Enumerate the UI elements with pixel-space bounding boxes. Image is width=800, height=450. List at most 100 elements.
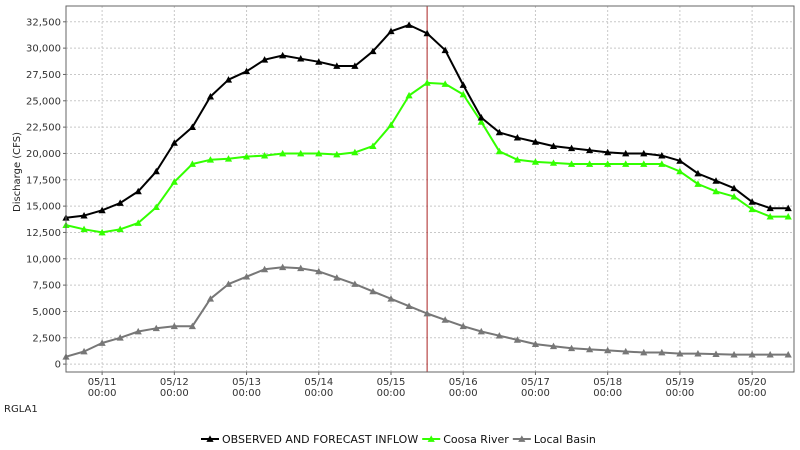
y-tick-label: 0: [55, 360, 61, 371]
x-tick-time-label: 00:00: [160, 388, 189, 399]
data-point: [748, 198, 756, 205]
legend-item: OBSERVED AND FORECAST INFLOW: [201, 433, 418, 446]
data-point: [567, 144, 576, 152]
data-point: [567, 344, 576, 352]
data-point: [351, 148, 359, 156]
data-point: [80, 225, 88, 233]
x-tick-time-label: 00:00: [521, 388, 550, 399]
data-point: [279, 149, 287, 157]
data-point: [586, 345, 594, 353]
data-point: [748, 351, 756, 358]
data-point: [640, 160, 648, 167]
x-tick-date-label: 05/11: [88, 377, 117, 388]
y-tick-label: 20,000: [26, 149, 61, 160]
y-tick-label: 25,000: [26, 96, 61, 107]
data-point: [784, 213, 792, 220]
data-point: [297, 55, 305, 62]
x-tick-date-label: 05/20: [738, 377, 767, 388]
series-observed-and-forecast-inflow: [62, 21, 792, 221]
data-point: [531, 158, 540, 165]
legend: OBSERVED AND FORECAST INFLOW Coosa River L…: [201, 433, 596, 446]
data-point: [279, 51, 287, 59]
data-point: [351, 280, 359, 287]
data-point: [531, 340, 540, 347]
data-point: [784, 351, 792, 358]
data-point: [712, 350, 720, 357]
y-tick-label: 17,500: [26, 175, 61, 186]
series-coosa-river: [62, 79, 792, 236]
data-point: [477, 327, 485, 335]
data-point: [405, 21, 413, 28]
x-axis: 05/1100:0005/1200:0005/1300:0005/1400:00…: [88, 372, 767, 399]
legend-marker: [427, 435, 435, 442]
data-point: [333, 150, 341, 158]
data-point: [152, 324, 160, 332]
data-point: [152, 167, 160, 175]
y-tick-label: 10,000: [26, 254, 61, 265]
x-tick-time-label: 00:00: [304, 388, 333, 399]
data-point: [369, 287, 377, 295]
data-point: [170, 139, 178, 146]
grid-lines: [66, 6, 794, 372]
x-tick-time-label: 00:00: [377, 388, 406, 399]
x-tick-time-label: 00:00: [449, 388, 478, 399]
data-point: [206, 156, 215, 163]
legend-label: Coosa River: [443, 433, 509, 446]
data-point: [586, 160, 594, 167]
plot-border: [65, 5, 795, 373]
data-point: [604, 148, 612, 156]
data-point: [477, 114, 485, 121]
data-point: [712, 177, 720, 184]
x-tick-date-label: 05/15: [377, 377, 406, 388]
data-point: [98, 206, 106, 214]
data-point: [676, 349, 684, 357]
data-point: [387, 295, 395, 302]
y-tick-label: 32,500: [26, 17, 61, 28]
data-point: [188, 123, 196, 131]
data-point: [730, 184, 738, 192]
y-axis: 0 2,500 5,000 7,500 10,000 12,500 15,000 17,500…: [26, 17, 66, 371]
x-tick-time-label: 00:00: [88, 388, 117, 399]
x-tick-time-label: 00:00: [232, 388, 261, 399]
x-tick-time-label: 00:00: [593, 388, 622, 399]
x-tick-time-label: 00:00: [738, 388, 767, 399]
data-point: [712, 187, 720, 195]
data-point: [116, 225, 124, 233]
data-point: [766, 204, 774, 212]
data-point: [640, 348, 648, 356]
data-point: [513, 336, 521, 343]
data-point: [206, 295, 215, 302]
data-point: [495, 128, 503, 136]
data-point: [784, 204, 792, 212]
data-point: [513, 156, 521, 163]
y-axis-title: Discharge (CFS): [12, 132, 23, 212]
data-point: [658, 151, 666, 159]
data-point: [369, 142, 377, 149]
data-point: [658, 160, 666, 167]
x-tick-date-label: 05/18: [593, 377, 622, 388]
data-point: [459, 81, 467, 88]
data-point: [134, 187, 142, 195]
data-point: [748, 205, 756, 213]
x-tick-time-label: 00:00: [665, 388, 694, 399]
data-point: [315, 149, 323, 157]
y-tick-label: 30,000: [26, 44, 61, 55]
data-point: [315, 58, 323, 65]
legend-marker: [518, 435, 526, 442]
data-point: [766, 213, 774, 220]
legend-label: OBSERVED AND FORECAST INFLOW: [222, 433, 418, 446]
data-point: [315, 267, 323, 275]
data-point: [730, 351, 738, 358]
x-tick-date-label: 05/13: [232, 377, 261, 388]
data-point: [531, 138, 540, 145]
series-layer: [62, 21, 792, 360]
data-point: [206, 92, 215, 100]
data-point: [676, 157, 684, 164]
data-point: [333, 274, 341, 281]
y-tick-label: 15,000: [26, 202, 61, 213]
data-point: [604, 346, 612, 354]
data-point: [80, 347, 88, 355]
series-local-basin: [62, 263, 792, 360]
data-point: [459, 90, 467, 98]
data-point: [261, 265, 269, 273]
